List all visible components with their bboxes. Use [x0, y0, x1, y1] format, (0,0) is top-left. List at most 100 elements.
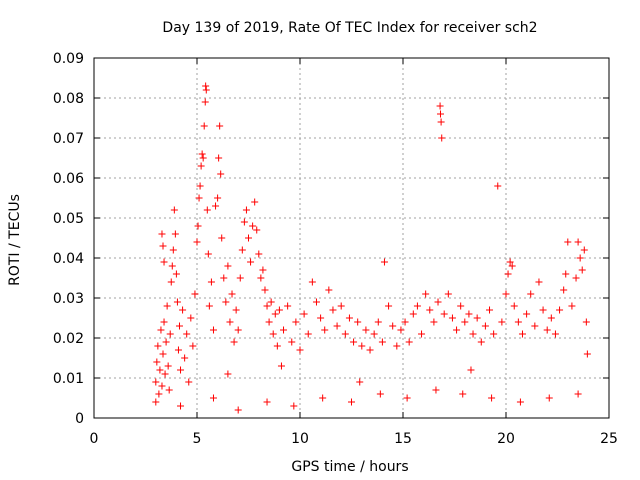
data-point — [234, 406, 242, 414]
data-point — [236, 274, 244, 282]
data-point — [288, 338, 296, 346]
data-point — [164, 362, 172, 370]
x-tick-label: 15 — [394, 431, 412, 447]
data-point — [275, 306, 283, 314]
data-point — [181, 354, 189, 362]
data-point — [152, 378, 160, 386]
plot-frame — [93, 57, 610, 419]
data-point — [168, 262, 176, 270]
data-point — [426, 306, 434, 314]
y-tick-label: 0.07 — [53, 131, 84, 147]
data-point — [247, 258, 255, 266]
data-point — [523, 310, 531, 318]
data-point — [251, 198, 259, 206]
data-point — [153, 358, 161, 366]
data-point — [362, 326, 370, 334]
data-point — [209, 326, 217, 334]
data-point — [284, 302, 292, 310]
data-point — [465, 310, 473, 318]
data-point — [403, 394, 411, 402]
data-point — [535, 278, 543, 286]
data-point — [448, 314, 456, 322]
data-point — [436, 110, 444, 118]
data-point — [486, 306, 494, 314]
data-point — [422, 290, 430, 298]
data-point — [154, 342, 162, 350]
data-point — [203, 206, 211, 214]
data-point — [457, 302, 465, 310]
data-point — [189, 342, 197, 350]
data-point — [152, 398, 160, 406]
data-point — [453, 326, 461, 334]
data-point — [358, 342, 366, 350]
data-point — [204, 250, 212, 258]
data-point — [568, 302, 576, 310]
data-point — [218, 234, 226, 242]
data-point — [312, 298, 320, 306]
y-tick-label: 0.05 — [53, 211, 84, 227]
data-point — [200, 122, 208, 130]
data-point — [162, 338, 170, 346]
y-tick-label: 0.09 — [53, 51, 84, 67]
data-point — [562, 270, 570, 278]
data-point — [161, 370, 169, 378]
data-point — [510, 302, 518, 310]
data-point — [280, 326, 288, 334]
data-point — [444, 290, 452, 298]
data-point — [467, 366, 475, 374]
data-point — [214, 194, 222, 202]
data-point — [249, 222, 257, 230]
data-point — [572, 274, 580, 282]
data-point — [224, 370, 232, 378]
data-point — [202, 82, 210, 90]
y-tick-label: 0.06 — [53, 171, 84, 187]
data-point — [436, 102, 444, 110]
data-point — [172, 270, 180, 278]
data-point — [393, 342, 401, 350]
data-point — [215, 154, 223, 162]
data-point — [217, 170, 225, 178]
data-point — [385, 302, 393, 310]
data-point — [160, 318, 168, 326]
data-point — [224, 262, 232, 270]
data-point — [271, 310, 279, 318]
data-point — [321, 326, 329, 334]
data-point — [201, 98, 209, 106]
data-point — [380, 258, 388, 266]
data-point — [304, 330, 312, 338]
data-point — [220, 274, 228, 282]
data-point — [345, 314, 353, 322]
data-point — [397, 326, 405, 334]
data-point — [197, 162, 205, 170]
data-point — [207, 278, 215, 286]
data-point — [205, 302, 213, 310]
data-point — [158, 230, 166, 238]
data-point — [226, 318, 234, 326]
data-point — [240, 218, 248, 226]
data-point — [261, 286, 269, 294]
data-point — [473, 314, 481, 322]
data-point — [290, 402, 298, 410]
data-point — [196, 182, 204, 190]
data-point — [438, 134, 446, 142]
x-axis-label: GPS time / hours — [291, 459, 408, 475]
data-point — [582, 318, 590, 326]
data-point — [234, 326, 242, 334]
x-tick-label: 20 — [497, 431, 515, 447]
data-point — [273, 342, 281, 350]
data-point — [277, 362, 285, 370]
data-point — [160, 258, 168, 266]
grid-layer — [94, 58, 609, 418]
data-point — [257, 274, 265, 282]
y-tick-label: 0.03 — [53, 291, 84, 307]
data-point — [366, 346, 374, 354]
data-point — [265, 318, 273, 326]
data-point — [263, 398, 271, 406]
data-point — [259, 266, 267, 274]
data-point — [508, 262, 516, 270]
data-point — [469, 330, 477, 338]
data-point — [191, 290, 199, 298]
data-point — [238, 246, 246, 254]
data-point — [292, 318, 300, 326]
